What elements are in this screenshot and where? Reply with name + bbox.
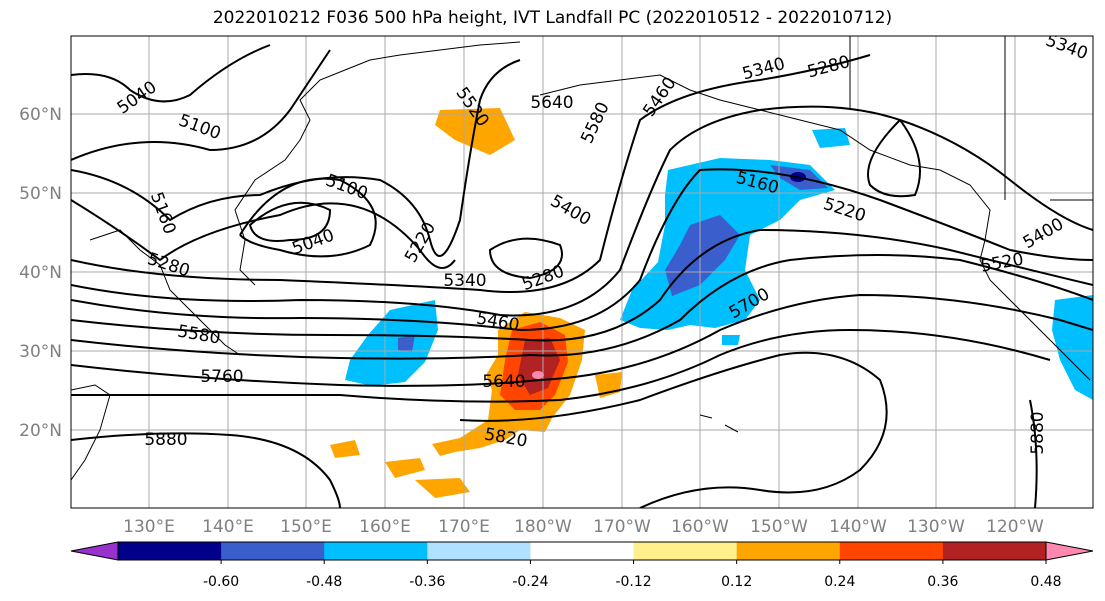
colorbar-tick-label: -0.36 (409, 574, 445, 590)
contour-label: 5340 (443, 271, 486, 291)
map-title: 2022010212 F036 500 hPa height, IVT Land… (212, 8, 893, 28)
colorbar-segment (736, 542, 841, 560)
lon-label: 130°W (907, 517, 965, 537)
colorbar-tick-label: 0.12 (721, 574, 752, 590)
lon-label: 140°E (202, 517, 254, 537)
colorbar-segment (633, 542, 738, 560)
lon-label: 170°W (593, 517, 651, 537)
colorbar-segment (427, 542, 531, 560)
colorbar-tick-label: -0.48 (306, 574, 342, 590)
lat-label: 60°N (19, 105, 62, 125)
lon-label: 120°W (986, 517, 1044, 537)
colorbar-segment (221, 542, 325, 560)
contour-label: 5880 (144, 430, 187, 450)
colorbar-min-arrow (71, 542, 118, 560)
colorbar-segment (118, 542, 222, 560)
lat-label: 20°N (19, 421, 62, 441)
longitude-labels: 130°E 140°E 150°E 160°E 170°E 180°W 170°… (123, 517, 1044, 537)
colorbar-tick-label: 0.24 (824, 574, 855, 590)
map-frame (70, 35, 1094, 509)
lon-label: 150°W (750, 517, 808, 537)
height-contours (71, 44, 1093, 508)
lon-label: 130°E (123, 517, 175, 537)
lon-label: 150°E (280, 517, 332, 537)
contour-label: 5640 (482, 372, 525, 392)
graticule (71, 36, 1093, 508)
colorbar-tick-label: -0.12 (615, 574, 651, 590)
colorbar-segment (839, 542, 944, 560)
colorbar: -0.60 -0.48 -0.36 -0.24 -0.12 0.12 0.24 0.36 0.4… (70, 541, 1094, 590)
colorbar-tick-label: -0.24 (512, 574, 548, 590)
colorbar-tick-label: -0.60 (203, 574, 239, 590)
lat-label: 30°N (19, 342, 62, 362)
lat-label: 50°N (19, 184, 62, 204)
colorbar-tick-label: 0.36 (927, 574, 958, 590)
lon-label: 170°E (438, 517, 490, 537)
lat-label: 40°N (19, 263, 62, 283)
lon-label: 180°W (514, 517, 572, 537)
lon-label: 160°E (359, 517, 411, 537)
latitude-labels: 60°N 50°N 40°N 30°N 20°N (19, 105, 62, 441)
colorbar-segment (942, 542, 1047, 560)
contour-label: 5880 (1028, 411, 1048, 454)
colorbar-segment (324, 542, 428, 560)
colorbar-segment (530, 542, 635, 560)
contour-label: 5640 (530, 93, 573, 113)
colorbar-max-arrow (1046, 542, 1093, 560)
lon-label: 160°W (671, 517, 729, 537)
lon-label: 140°W (829, 517, 887, 537)
contour-label: 5760 (200, 367, 243, 387)
colorbar-tick-label: 0.48 (1030, 574, 1061, 590)
